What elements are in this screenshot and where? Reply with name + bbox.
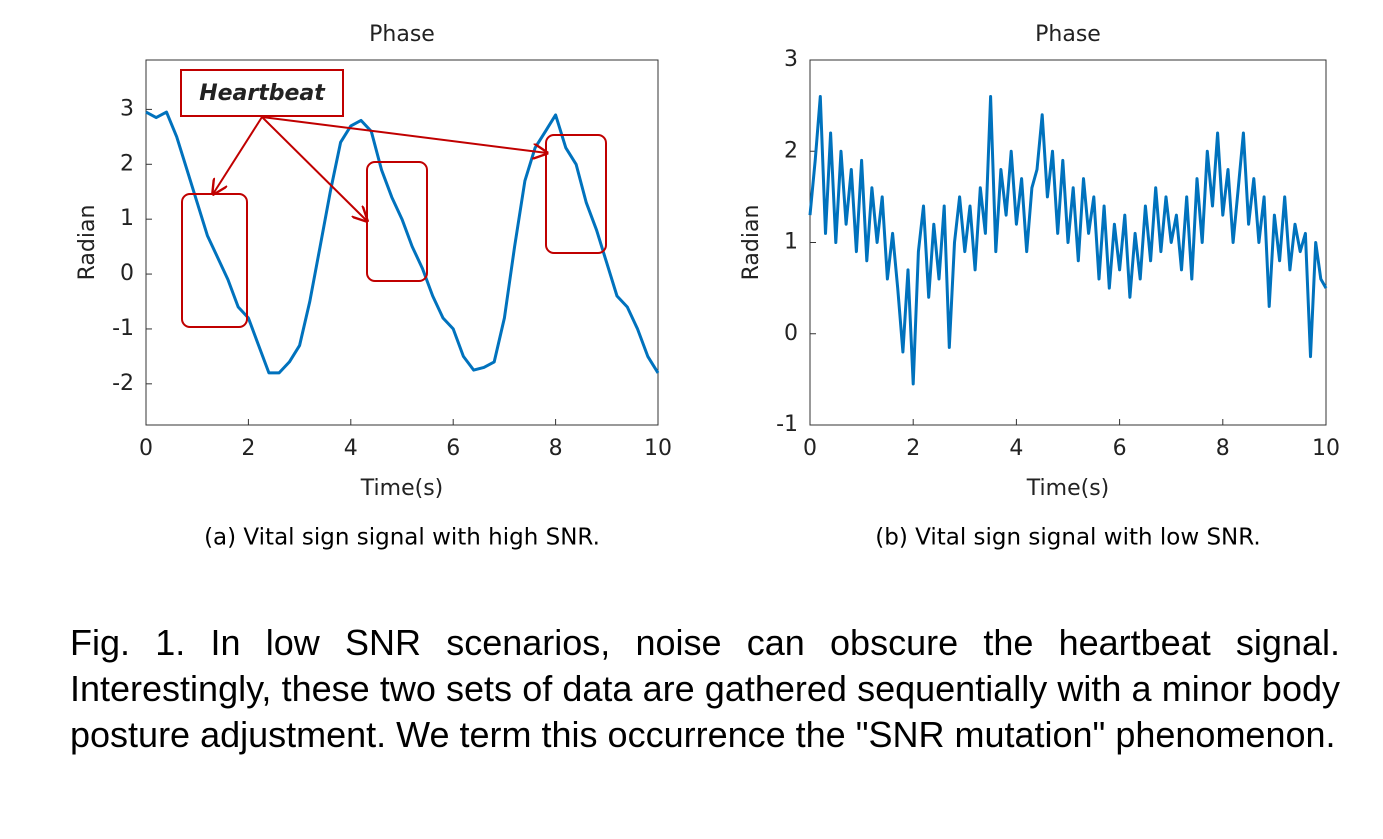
x-axis-label: Time(s) — [360, 476, 443, 501]
x-tick-label: 10 — [644, 436, 672, 461]
x-tick-label: 6 — [446, 436, 460, 461]
annotation-arrow — [213, 116, 263, 194]
y-tick-label: 3 — [120, 96, 134, 121]
axes-box — [145, 59, 659, 426]
y-tick-label: -1 — [776, 412, 798, 437]
y-tick-label: 0 — [784, 321, 798, 346]
x-tick-label: 2 — [241, 436, 255, 461]
y-tick-label: 1 — [120, 206, 134, 231]
annotation-arrow — [261, 116, 367, 221]
x-tick-label: 0 — [139, 436, 153, 461]
x-tick-label: 4 — [1009, 436, 1023, 461]
signal-line — [145, 110, 660, 375]
heartbeat-box — [545, 134, 607, 254]
y-tick-label: 3 — [784, 47, 798, 72]
x-tick-label: 10 — [1312, 436, 1340, 461]
x-tick-label: 2 — [906, 436, 920, 461]
figure-caption: Fig. 1. In low SNR scenarios, noise can … — [70, 622, 1340, 755]
annotation-arrow — [261, 116, 547, 153]
y-tick-label: -2 — [112, 371, 134, 396]
y-tick-label: 1 — [784, 230, 798, 255]
y-axis-label: Radian — [75, 205, 100, 281]
x-tick-label: 8 — [1216, 436, 1230, 461]
y-tick-label: 2 — [120, 151, 134, 176]
subfigure-caption: (a) Vital sign signal with high SNR. — [204, 525, 600, 551]
x-tick-label: 4 — [344, 436, 358, 461]
x-tick-label: 6 — [1113, 436, 1127, 461]
chart-title: Phase — [369, 22, 435, 47]
subfigure-caption: (b) Vital sign signal with low SNR. — [875, 525, 1260, 551]
x-axis-label: Time(s) — [1026, 476, 1109, 501]
y-tick-label: 0 — [120, 261, 134, 286]
signal-line — [808, 95, 1328, 386]
annotation-label: Heartbeat — [199, 81, 326, 106]
y-axis-label: Radian — [739, 205, 764, 281]
x-tick-label: 0 — [803, 436, 817, 461]
heartbeat-box — [366, 161, 428, 282]
y-tick-label: 2 — [784, 138, 798, 163]
x-tick-label: 8 — [549, 436, 563, 461]
annotation-box — [180, 69, 344, 117]
chart-title: Phase — [1035, 22, 1101, 47]
y-tick-label: -1 — [112, 316, 134, 341]
